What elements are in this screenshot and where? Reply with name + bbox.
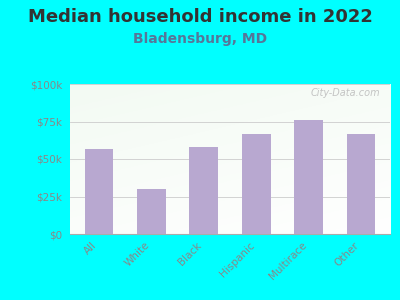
- Text: Median household income in 2022: Median household income in 2022: [28, 8, 372, 26]
- Bar: [137, 189, 166, 234]
- Text: City-Data.com: City-Data.com: [311, 88, 380, 98]
- Bar: [84, 148, 113, 234]
- Bar: [242, 134, 271, 234]
- Text: Bladensburg, MD: Bladensburg, MD: [133, 32, 267, 46]
- Bar: [347, 134, 376, 234]
- Bar: [294, 120, 323, 234]
- Bar: [189, 147, 218, 234]
